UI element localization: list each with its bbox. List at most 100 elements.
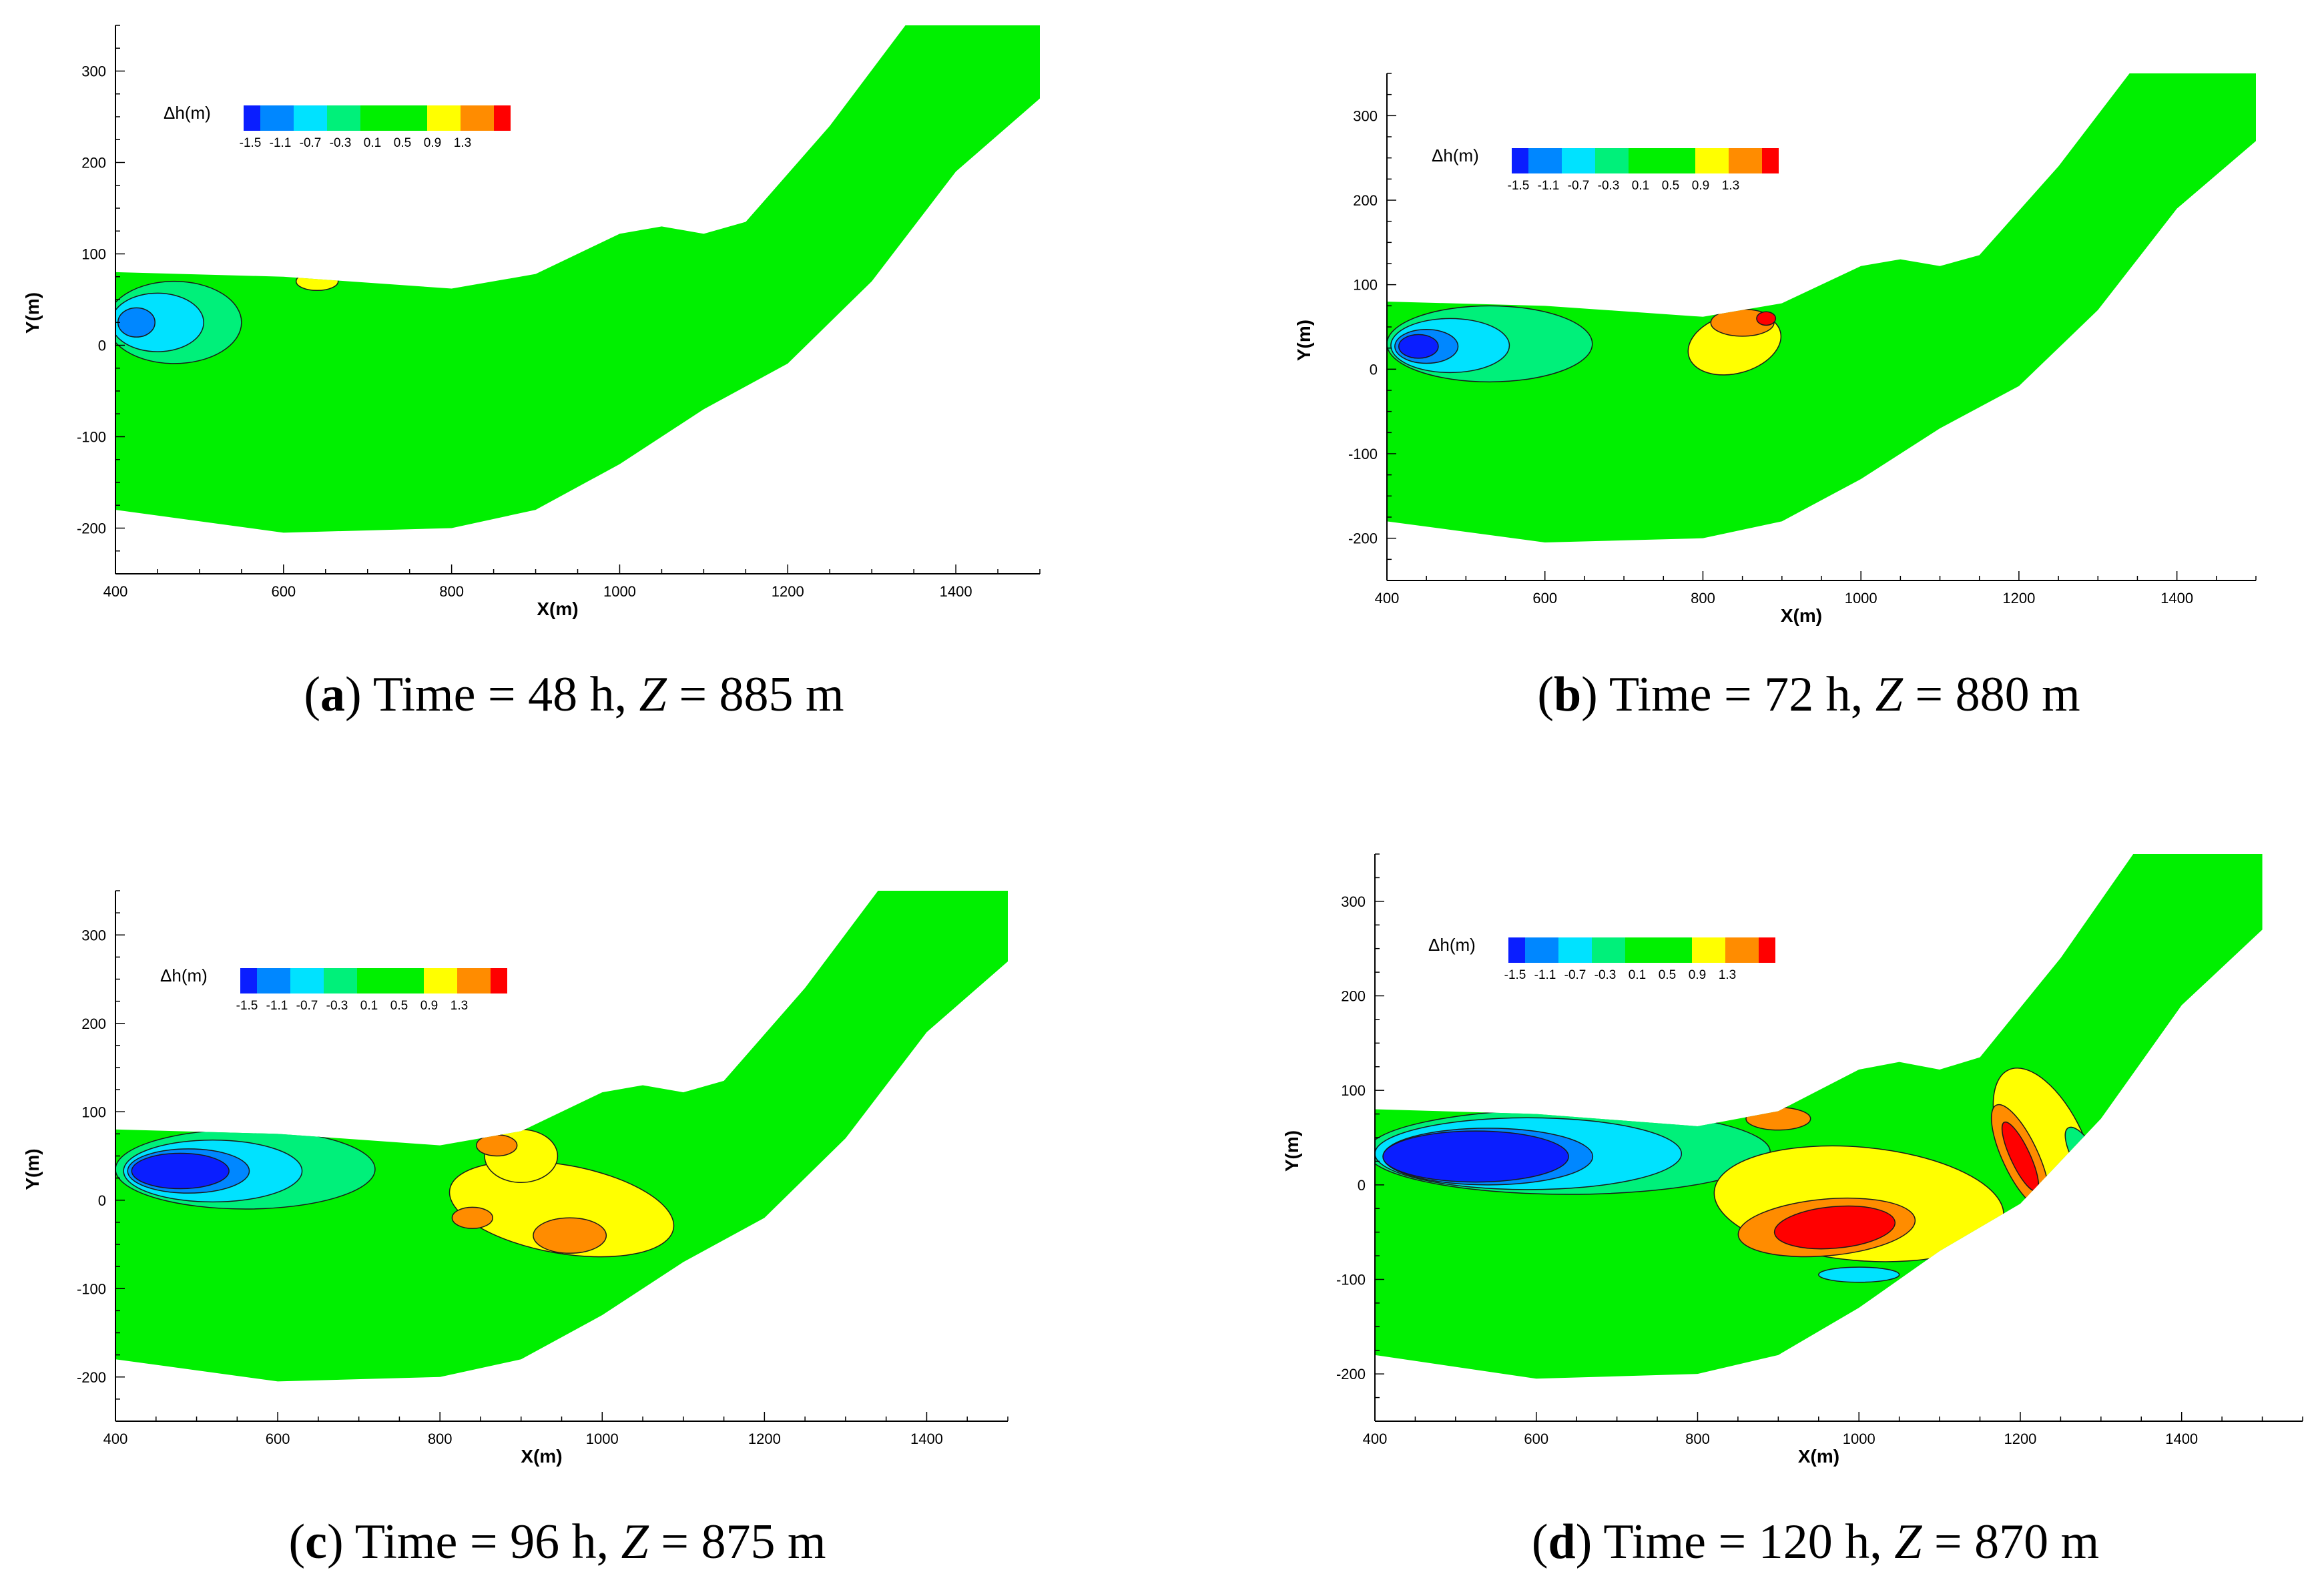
x-tick-label: 400 [1363,1431,1388,1447]
river-domain [115,25,1040,533]
contour-field [115,1129,675,1258]
legend-swatch [357,968,424,993]
y-tick-label: 100 [81,246,106,263]
legend-tick-label: 1.3 [1722,179,1739,193]
contour-field [1375,1068,2105,1283]
colorbar-legend: Δh(m) -1.5 -1.1 -0.7 -0.3 0.1 0.5 0.9 1.3 [1428,935,1775,982]
y-tick-label: -200 [77,520,106,537]
legend-swatch [1558,937,1592,963]
y-tick-label: 0 [1370,361,1378,378]
legend-swatch [461,105,494,131]
legend-tick-label: 0.5 [390,999,408,1013]
x-tick-label: 600 [266,1431,290,1447]
legend-swatch [457,968,491,993]
legend-swatch [1592,937,1625,963]
legend-tick-label: 0.9 [424,136,441,150]
panel-c: 400 600 800 1000 1200 1400 -200 -100 0 100 200 300 X… [22,890,1008,1467]
legend-title: Δh(m) [1428,935,1476,955]
legend-tick-label: 0.9 [420,999,438,1013]
legend-swatch [1595,148,1629,173]
legend-tick-label: 1.3 [1719,968,1736,982]
x-tick-label: 600 [1524,1431,1548,1447]
x-tick-label: 600 [1532,590,1557,607]
legend-tick-label: 0.5 [394,136,411,150]
legend-swatch [1512,148,1528,173]
legend-tick-label: -1.5 [236,999,258,1013]
legend-swatch [1528,148,1562,173]
x-tick-label: 1200 [2004,1431,2036,1447]
panel-d: 400 600 800 1000 1200 1400 -200 -100 0 100 200 300 X… [1281,853,2303,1467]
x-axis-label: X(m) [537,598,578,619]
y-axis-label: Y(m) [1293,320,1314,361]
legend-tick-label: 1.3 [454,136,471,150]
y-tick-label: 300 [1353,107,1378,124]
y-tick-label: 300 [81,63,106,80]
y-tick-label: -200 [77,1369,106,1386]
y-tick-label: 100 [1341,1082,1366,1099]
y-tick-label: 200 [81,155,106,171]
legend-swatch [494,105,511,131]
legend-swatch [427,105,461,131]
x-tick-label: 1000 [603,583,636,600]
panel-a: 400 600 800 1000 1200 1400 -200 -100 0 100 200 300 X… [22,25,1041,619]
x-tick-label: 600 [271,583,296,600]
y-tick-label: 200 [81,1016,106,1032]
legend-swatch [1695,148,1729,173]
x-tick-label: 400 [103,1431,128,1447]
y-tick-label: 100 [1353,277,1378,294]
river-domain [115,891,1008,1382]
legend-swatch [260,105,294,131]
contour-region [533,1217,607,1254]
y-tick-label: -100 [1348,446,1378,462]
y-tick-label: 300 [1341,893,1366,910]
x-axis-label: X(m) [521,1446,562,1467]
y-axis-label: Y(m) [22,292,43,334]
legend-swatch [491,968,507,993]
legend-swatch [1562,148,1595,173]
y-axis-label: Y(m) [1281,1130,1302,1172]
legend-tick-label: -1.5 [240,136,262,150]
legend-swatch [1759,937,1775,963]
panel-b: 400 600 800 1000 1200 1400 -200 -100 0 100 200 300 X… [1293,73,2257,626]
river-domain [1375,854,2263,1379]
x-tick-label: 1400 [2165,1431,2198,1447]
x-tick-label: 400 [1375,590,1400,607]
legend-swatch [1725,937,1759,963]
legend-tick-label: -0.3 [1594,968,1617,982]
legend-swatch [1625,937,1692,963]
legend-swatch [360,105,427,131]
colorbar-legend: Δh(m) -1.5 -1.1 -0.7 -0.3 0.1 0.5 0.9 1.3 [160,965,507,1013]
legend-tick-label: -1.1 [266,999,288,1013]
legend-title: Δh(m) [164,103,211,123]
legend-swatch [294,105,327,131]
legend-swatch [1729,148,1762,173]
panel-caption: (a) Time = 48 h, Z = 885 m [304,667,844,722]
x-tick-label: 1000 [1845,590,1877,607]
x-tick-label: 1200 [772,583,804,600]
contour-region [117,307,156,338]
x-tick-label: 1400 [910,1431,943,1447]
contour-field [1387,305,1782,383]
x-tick-label: 1400 [2160,590,2193,607]
river-domain [1387,73,2256,542]
panel-caption: (d) Time = 120 h, Z = 870 m [1532,1515,2099,1569]
legend-tick-label: 0.1 [360,999,378,1013]
x-tick-label: 800 [1685,1431,1710,1447]
x-tick-label: 1200 [2002,590,2035,607]
legend-tick-label: -0.7 [1568,179,1590,193]
legend-tick-label: 0.5 [1659,968,1676,982]
y-tick-label: -100 [77,429,106,446]
x-tick-label: 800 [1691,590,1715,607]
legend-swatch [1692,937,1725,963]
legend-tick-label: 0.1 [1632,179,1649,193]
legend-title: Δh(m) [1432,145,1479,165]
legend-tick-label: -0.3 [326,999,348,1013]
contour-region [1818,1266,1900,1283]
contour-region [1745,1106,1811,1131]
legend-tick-label: -1.1 [270,136,292,150]
legend-tick-label: -1.5 [1504,968,1526,982]
contour-region [1756,311,1777,326]
y-tick-label: 100 [81,1104,106,1120]
contour-field [115,272,339,364]
